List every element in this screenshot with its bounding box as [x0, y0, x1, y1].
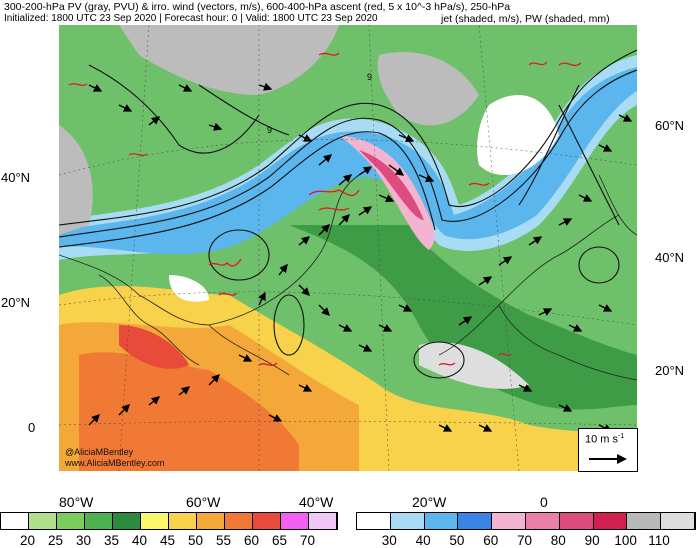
lat-label-right: 40°N: [655, 250, 685, 265]
pv-region-west: [59, 125, 93, 235]
map-title-fields-info: jet (shaded, m/s), PW (shaded, mm): [441, 13, 610, 25]
pw-colorbar-tick-label: 70: [300, 533, 316, 548]
pw-colorbar-swatch: [141, 513, 169, 529]
jet-colorbar-tick-label: 100: [614, 533, 637, 548]
vector-scale-label: 10 m s-1: [585, 433, 625, 446]
jet-colorbar-swatch: [525, 513, 560, 529]
pw-colorbar-swatch: [1, 513, 29, 529]
weather-map: 9 9: [59, 25, 637, 471]
pw-colorbar-tick-label: 60: [244, 533, 260, 548]
lat-label-right: 60°N: [655, 118, 685, 133]
jet-colorbar-swatch: [458, 513, 493, 529]
coastlines: [59, 174, 637, 381]
jet-colorbar-tick-label: 30: [381, 533, 397, 548]
weather-map-canvas: 9 9: [59, 25, 637, 471]
jet-streak-max: [359, 150, 424, 220]
vector-scale-arrow-icon: [589, 454, 627, 464]
pv-contour-label: 9: [367, 72, 372, 82]
pw-colorbar-swatch: [281, 513, 309, 529]
pw-colorbar-tick-label: 35: [104, 533, 120, 548]
pw-colorbar-swatch: [57, 513, 85, 529]
pw-colorbar-swatch: [253, 513, 281, 529]
jet-colorbar-swatch: [492, 513, 526, 529]
map-title-init-info: Initialized: 1800 UTC 23 Sep 2020 | Fore…: [4, 13, 378, 24]
lon-label: 60°W: [186, 494, 221, 510]
jet-colorbar-tick-label: 50: [449, 533, 465, 548]
pw-colorbar-tick-label: 55: [216, 533, 232, 548]
watermark-url: www.AliciaMBentley.com: [64, 458, 164, 468]
pw-colorbar-tick-label: 30: [76, 533, 92, 548]
pw-colorbar-swatch: [169, 513, 197, 529]
graticule: [59, 25, 637, 471]
pv-contour-label: 9: [267, 125, 272, 135]
lat-label-left: 0: [28, 420, 36, 435]
lon-label: 80°W: [59, 494, 94, 510]
dry-region-west: [169, 275, 209, 302]
jet-colorbar-swatch: [559, 513, 594, 529]
vector-scale-exponent: -1: [618, 433, 625, 440]
pw-colorbar-tick-label: 65: [272, 533, 288, 548]
lon-label: 20°W: [412, 494, 447, 510]
jet-colorbar-swatch: [593, 513, 628, 529]
ascent-contours: [68, 52, 582, 366]
jet-colorbar-tick-label: 80: [550, 533, 566, 548]
pw-colorbar-swatch: [113, 513, 141, 529]
lon-label: 40°W: [299, 494, 334, 510]
pw-colorbar-tick-label: 40: [132, 533, 148, 548]
jet-colorbar-swatch: [424, 513, 459, 529]
jet-colorbar-swatch: [661, 513, 695, 529]
pw-max-region: [119, 325, 189, 369]
pw-very-high-region: [79, 352, 299, 471]
pw-colorbar-swatch: [309, 513, 337, 529]
pw-colorbar-tick-label: 25: [48, 533, 64, 548]
vector-scale-legend: 10 m s-1: [578, 428, 638, 472]
lat-label-right: 20°N: [655, 363, 685, 378]
jet-colorbar: [356, 512, 696, 530]
jet-colorbar-swatch: [627, 513, 662, 529]
jet-colorbar-tick-label: 70: [517, 533, 533, 548]
pw-colorbar-tick-label: 45: [160, 533, 176, 548]
pw-colorbar: [0, 512, 338, 530]
jet-colorbar-swatch: [390, 513, 425, 529]
map-title-line1: 300-200-hPa PV (gray, PVU) & irro. wind …: [4, 1, 511, 13]
wind-vectors: [88, 82, 633, 432]
jet-colorbar-tick-label: 110: [648, 533, 670, 548]
pw-colorbar-swatch: [225, 513, 253, 529]
jet-stream-core: [59, 67, 637, 255]
lat-label-left: 40°N: [1, 170, 31, 185]
pw-colorbar-swatch: [197, 513, 225, 529]
lon-label: 0: [540, 494, 548, 510]
pw-colorbar-tick-label: 20: [20, 533, 36, 548]
pv-region-greenland: [377, 51, 479, 126]
lat-label-left: 20°N: [1, 295, 31, 310]
pw-colorbar-swatch: [29, 513, 57, 529]
pw-colorbar-tick-label: 50: [188, 533, 204, 548]
jet-colorbar-tick-label: 40: [415, 533, 431, 548]
pv-contours: [59, 49, 637, 379]
jet-colorbar-tick-label: 60: [483, 533, 499, 548]
jet-colorbar-tick-label: 90: [584, 533, 600, 548]
pv-region-east-atlantic: [419, 342, 529, 389]
pw-colorbar-swatch: [85, 513, 113, 529]
dry-region-north-atlantic: [477, 95, 559, 175]
watermark-handle: @AliciaMBentley: [65, 447, 134, 457]
jet-streak-pink: [339, 135, 435, 250]
pv-region-north: [119, 25, 339, 95]
jet-colorbar-swatch: [357, 513, 391, 529]
